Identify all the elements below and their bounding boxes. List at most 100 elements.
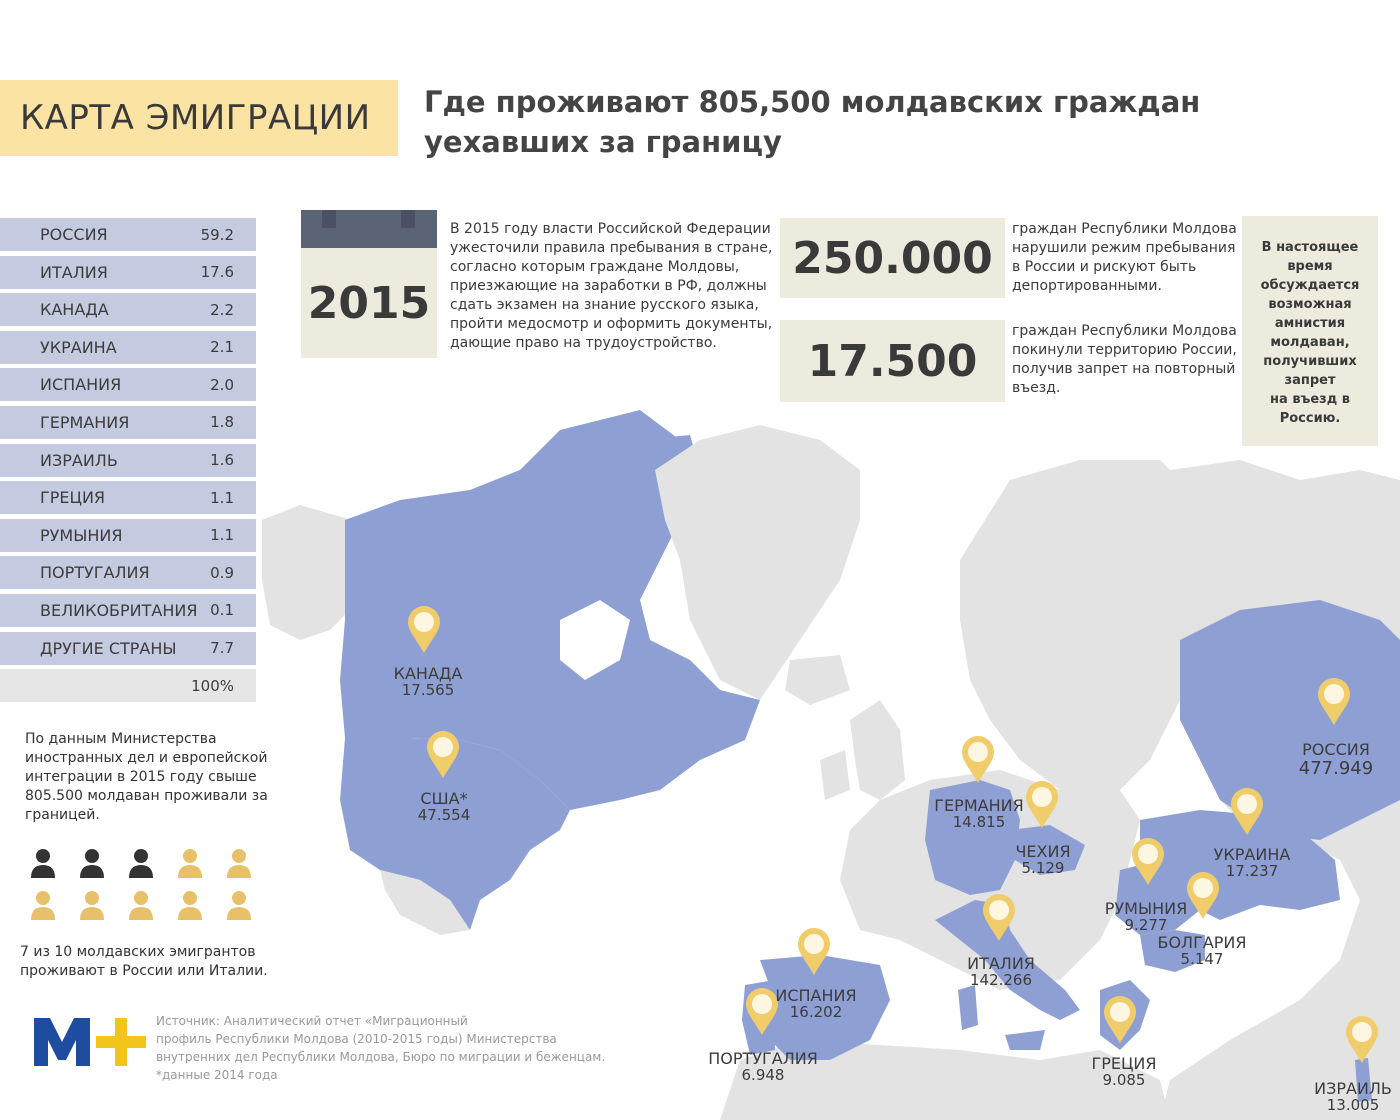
label-value: 47.554 [417, 806, 471, 824]
map-ireland [820, 750, 850, 800]
map-label-germany: ГЕРМАНИЯ 14.815 [926, 797, 1032, 831]
label-name: РУМЫНИЯ [1104, 899, 1188, 918]
map-bulgaria [1140, 930, 1205, 972]
label-value: 5.147 [1180, 950, 1224, 968]
person-icon [31, 849, 55, 878]
map-label-italy: ИТАЛИЯ 142.266 [956, 955, 1046, 989]
map-label-portugal: ПОРТУГАЛИЯ 6.948 [700, 1050, 826, 1084]
table-row: ПОРТУГАЛИЯ 0.9 [0, 556, 256, 590]
seven-of-ten-text: 7 из 10 молдавских эмигрантов проживают … [20, 944, 268, 979]
person-icon [80, 891, 104, 920]
source-note: Источник: Аналитический отчет «Миграцион… [156, 1012, 636, 1084]
map-africa [720, 1040, 1170, 1120]
label-name: США* [420, 789, 468, 808]
table-total-row: 100% [0, 669, 256, 703]
table-row: ДРУГИЕ СТРАНЫ 7.7 [0, 631, 256, 665]
country-value: 1.6 [210, 451, 234, 470]
country-table: РОССИЯ 59.2 ИТАЛИЯ 17.6 КАНАДА 2.2 УКРАИНА 2… [0, 218, 256, 707]
amnesty-line: Россию. [1279, 411, 1341, 426]
label-value: 142.266 [969, 971, 1033, 989]
source-line: *данные 2014 года [156, 1068, 278, 1082]
table-total: 100% [191, 676, 234, 695]
label-name: УКРАИНА [1213, 845, 1291, 864]
map-canada [340, 435, 760, 810]
country-value: 2.2 [210, 300, 234, 319]
map-israel [1355, 1058, 1372, 1102]
map-pin-icon [1026, 781, 1058, 828]
stat1-text: граждан Республики Молдова нарушили режи… [1012, 221, 1237, 294]
table-row: ИСПАНИЯ 2.0 [0, 368, 256, 402]
year-box: 2015 [301, 248, 437, 358]
stat2-value: 17.500 [807, 335, 978, 387]
table-row: УКРАИНА 2.1 [0, 330, 256, 364]
country-name: ГЕРМАНИЯ [40, 412, 130, 432]
map-label-russia: РОССИЯ 477.949 [1290, 741, 1382, 780]
map-europe-north [960, 460, 1220, 790]
map-pin-icon [1346, 1016, 1378, 1063]
person-icon [227, 849, 251, 878]
table-row: КАНАДА 2.2 [0, 293, 256, 327]
source-line: Источник: Аналитический отчет «Миграцион… [156, 1014, 468, 1028]
amnesty-line: возможная [1268, 297, 1352, 312]
map-pin-icon [1132, 838, 1164, 885]
subtitle-line-1: Где проживают 805,500 молдавских граждан [424, 85, 1201, 119]
label-value: 6.948 [741, 1066, 785, 1084]
country-value: 2.1 [210, 338, 234, 357]
map-label-ukraine: УКРАИНА 17.237 [1202, 846, 1302, 880]
source-line: внутренних дел Республики Молдова, Бюро … [156, 1050, 606, 1064]
label-name: ЧЕХИЯ [1015, 842, 1071, 861]
amnesty-line: время [1287, 259, 1333, 274]
country-name: ПОРТУГАЛИЯ [40, 563, 150, 583]
amnesty-line: на въезд в [1270, 392, 1350, 407]
label-value: 16.202 [789, 1003, 843, 1021]
country-value: 17.6 [200, 263, 234, 282]
map-label-israel: ИЗРАИЛЬ 13.005 [1306, 1080, 1400, 1114]
map-label-czechia: ЧЕХИЯ 5.129 [1006, 843, 1080, 877]
country-value: 0.9 [210, 563, 234, 582]
map-pin-icon [983, 894, 1015, 941]
map-pin-icon [1187, 872, 1219, 919]
map-greenland [655, 425, 860, 700]
amnesty-line: получивших [1263, 354, 1357, 369]
people-icons [30, 848, 260, 924]
page-title: КАРТА ЭМИГРАЦИИ [20, 98, 371, 138]
map-iceland [785, 655, 850, 705]
calendar-ring-icon [401, 210, 415, 228]
country-name: КАНАДА [40, 300, 109, 320]
label-value: 9.085 [1102, 1071, 1146, 1089]
label-name: ГРЕЦИЯ [1091, 1054, 1157, 1073]
logo-icon [34, 1018, 146, 1066]
table-row: ГРЕЦИЯ 1.1 [0, 481, 256, 515]
country-name: ИСПАНИЯ [40, 375, 122, 395]
map-pin-icon [962, 736, 994, 783]
person-icon [227, 891, 251, 920]
label-name: КАНАДА [393, 664, 463, 683]
table-row: ИТАЛИЯ 17.6 [0, 255, 256, 289]
source-line: профиль Республики Молдова (2010-2015 го… [156, 1032, 557, 1046]
label-name: БОЛГАРИЯ [1157, 933, 1247, 952]
stat2-text: граждан Республики Молдова покинули терр… [1012, 323, 1237, 396]
amnesty-line: запрет [1284, 373, 1336, 388]
amnesty-line: амнистия [1274, 316, 1346, 331]
country-name: ИЗРАИЛЬ [40, 450, 118, 470]
map-sardinia [958, 985, 978, 1030]
amnesty-line: молдаван, [1270, 335, 1350, 350]
country-value: 2.0 [210, 375, 234, 394]
label-name: ГЕРМАНИЯ [934, 796, 1024, 815]
ministry-text: По данным Министерства иностранных дел и… [25, 731, 268, 823]
stat1-value: 250.000 [792, 232, 993, 284]
table-row: РУМЫНИЯ 1.1 [0, 518, 256, 552]
map-label-canada: КАНАДА 17.565 [376, 665, 480, 699]
year: 2015 [307, 277, 431, 329]
amnesty-line: В настоящее [1261, 240, 1359, 255]
person-icon [178, 849, 202, 878]
person-icon [129, 891, 153, 920]
label-value: 14.815 [952, 813, 1006, 831]
stat1-box: 250.000 [780, 218, 1005, 298]
map-germany [925, 780, 1020, 895]
map-label-spain: ИСПАНИЯ 16.202 [768, 987, 864, 1021]
map-romania [1115, 860, 1200, 935]
map-alaska [262, 505, 372, 640]
amnesty-line: обсуждается [1260, 278, 1360, 293]
map-label-bulgaria: БОЛГАРИЯ 5.147 [1150, 934, 1254, 968]
